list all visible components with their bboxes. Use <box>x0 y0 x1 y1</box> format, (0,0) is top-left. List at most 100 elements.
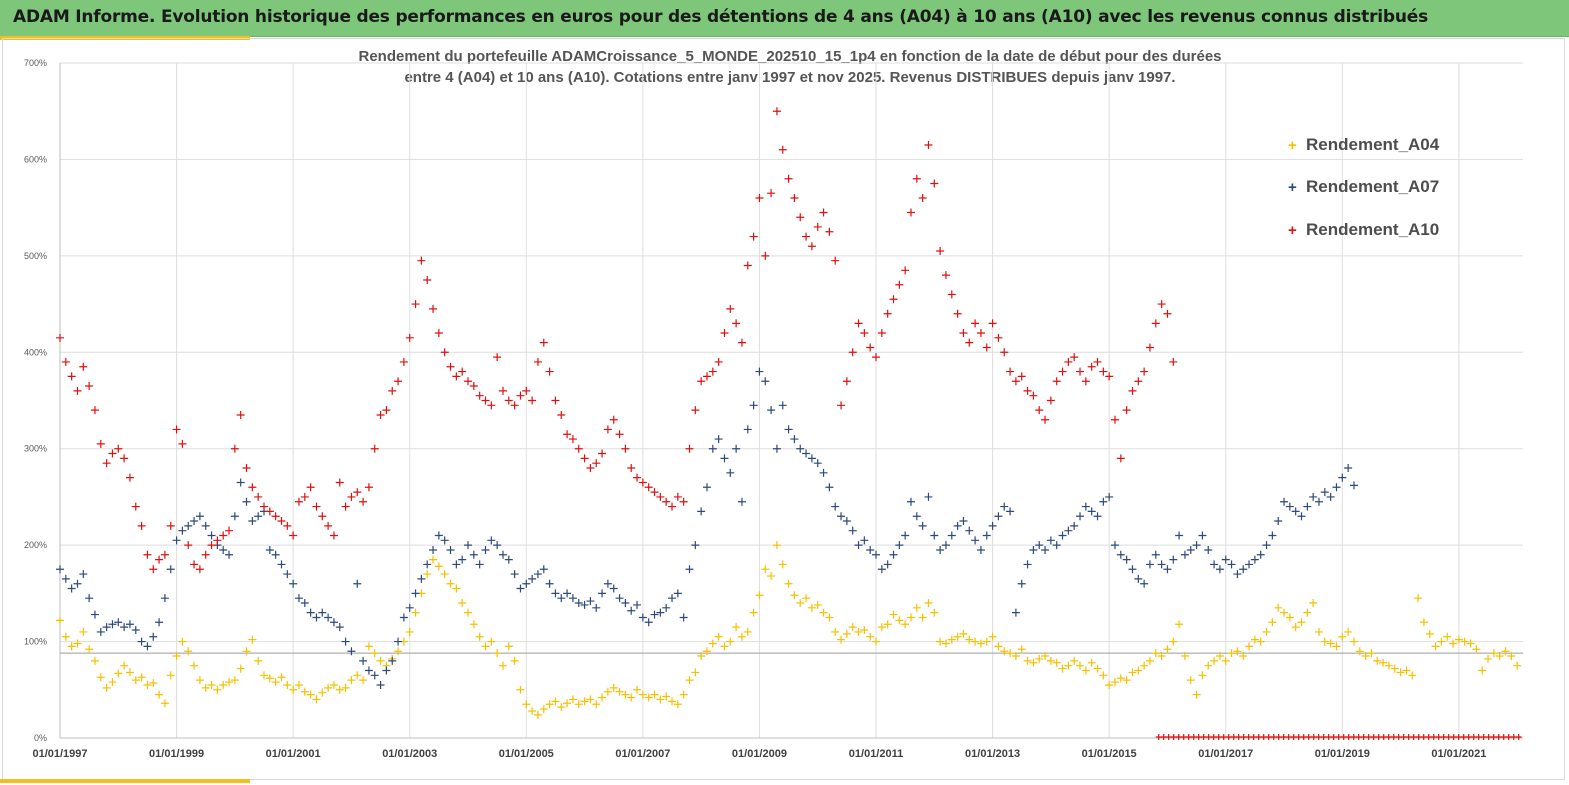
data-point-rendement-a04 <box>533 710 542 719</box>
data-point-rendement-a10 <box>924 140 933 149</box>
y-tick-label: 500% <box>24 251 47 261</box>
data-point-rendement-a04 <box>1058 664 1067 673</box>
data-point-rendement-a10 <box>755 194 764 202</box>
data-point-rendement-a07 <box>860 536 869 545</box>
data-point-rendement-a10 <box>289 531 298 540</box>
data-point-rendement-a10 <box>720 329 729 337</box>
data-point-rendement-a07 <box>551 589 560 598</box>
data-point-rendement-a10 <box>685 444 694 453</box>
data-point-rendement-a10 <box>889 295 898 304</box>
data-point-rendement-a10 <box>516 391 525 400</box>
data-point-rendement-a04 <box>1093 664 1102 673</box>
data-point-rendement-a04 <box>603 687 612 696</box>
data-point-rendement-a07 <box>318 608 327 617</box>
data-point-rendement-a07 <box>399 613 408 622</box>
data-point-rendement-a04 <box>708 639 717 648</box>
data-point-rendement-a07 <box>254 512 263 521</box>
data-point-rendement-a10 <box>1093 357 1102 366</box>
data-point-rendement-a04 <box>102 683 111 692</box>
data-point-rendement-a10 <box>195 565 204 574</box>
data-point-rendement-a04 <box>959 629 968 638</box>
data-point-rendement-a04 <box>1017 645 1026 654</box>
data-point-rendement-a07 <box>370 671 379 680</box>
data-point-rendement-a10 <box>172 425 181 434</box>
data-point-rendement-a10 <box>498 386 507 395</box>
data-point-rendement-a04 <box>149 679 158 688</box>
data-point-rendement-a10 <box>831 256 840 265</box>
data-point-rendement-a10 <box>941 271 950 280</box>
data-point-rendement-a04 <box>1344 627 1353 636</box>
data-point-rendement-a04 <box>1134 666 1143 675</box>
data-point-rendement-a04 <box>761 565 770 574</box>
data-point-rendement-a10 <box>691 406 700 415</box>
data-point-rendement-a04 <box>1349 637 1358 646</box>
data-point-rendement-a04 <box>1029 658 1038 667</box>
data-point-rendement-a07 <box>242 497 251 506</box>
data-point-rendement-a04 <box>1489 649 1498 658</box>
data-point-rendement-a10 <box>872 353 881 362</box>
data-point-rendement-a07 <box>644 618 653 627</box>
data-point-rendement-a10 <box>213 536 222 545</box>
data-point-rendement-a07 <box>726 468 735 477</box>
data-point-rendement-a07 <box>79 570 88 579</box>
data-point-rendement-a04 <box>877 623 886 632</box>
data-point-rendement-a04 <box>1227 649 1236 658</box>
legend-marker-a10: + <box>1288 222 1297 239</box>
data-point-rendement-a07 <box>207 531 216 540</box>
data-point-rendement-a04 <box>1245 642 1254 651</box>
legend-item-a04: + Rendement_A04 <box>1288 135 1439 155</box>
data-point-rendement-a04 <box>96 673 105 682</box>
data-point-rendement-a07 <box>1070 521 1079 530</box>
data-point-rendement-a10 <box>73 386 82 395</box>
data-point-rendement-a07 <box>469 550 478 559</box>
data-point-rendement-a07 <box>1297 512 1306 521</box>
data-point-rendement-a04 <box>901 620 910 629</box>
data-point-rendement-a04 <box>1000 647 1009 656</box>
baseline-marker <box>1515 734 1522 740</box>
data-point-rendement-a04 <box>1454 635 1463 644</box>
data-point-rendement-a07 <box>586 597 595 606</box>
data-point-rendement-a07 <box>1122 555 1131 564</box>
data-point-rendement-a04 <box>1390 664 1399 673</box>
data-point-rendement-a07 <box>219 545 228 554</box>
data-point-rendement-a07 <box>598 589 607 598</box>
data-point-rendement-a10 <box>930 179 939 188</box>
data-point-rendement-a07 <box>1349 481 1358 490</box>
data-point-rendement-a04 <box>539 705 548 714</box>
data-point-rendement-a10 <box>796 213 805 222</box>
data-point-rendement-a07 <box>1064 526 1073 535</box>
data-point-rendement-a04 <box>1437 637 1446 646</box>
data-point-rendement-a10 <box>528 396 537 405</box>
data-point-rendement-a04 <box>1361 652 1370 661</box>
data-point-rendement-a07 <box>1099 497 1108 506</box>
data-point-rendement-a07 <box>96 627 105 636</box>
data-point-rendement-a10 <box>662 497 671 506</box>
data-point-rendement-a10 <box>743 261 752 270</box>
data-point-rendement-a07 <box>522 579 531 588</box>
data-point-rendement-a04 <box>137 673 146 682</box>
data-point-rendement-a04 <box>842 629 851 638</box>
data-point-rendement-a10 <box>1052 377 1061 386</box>
data-point-rendement-a10 <box>802 232 811 241</box>
data-point-rendement-a04 <box>720 642 729 651</box>
data-point-rendement-a04 <box>1169 637 1178 646</box>
data-point-rendement-a04 <box>1460 637 1469 646</box>
data-point-rendement-a07 <box>883 560 892 569</box>
data-point-rendement-a07 <box>901 531 910 540</box>
data-point-rendement-a10 <box>376 410 385 419</box>
data-point-rendement-a07 <box>1332 483 1341 492</box>
data-point-rendement-a04 <box>1175 620 1184 629</box>
data-point-rendement-a10 <box>1029 391 1038 400</box>
data-point-rendement-a10 <box>749 232 758 241</box>
data-point-rendement-a07 <box>1233 570 1242 579</box>
data-point-rendement-a10 <box>650 488 659 497</box>
data-point-rendement-a10 <box>574 444 583 453</box>
data-point-rendement-a07 <box>807 454 816 463</box>
data-point-rendement-a07 <box>1227 560 1236 569</box>
data-point-rendement-a07 <box>627 606 636 615</box>
data-point-rendement-a07 <box>434 531 443 540</box>
data-point-rendement-a07 <box>429 545 438 554</box>
data-point-rendement-a07 <box>493 541 502 550</box>
data-point-rendement-a04 <box>1204 661 1213 670</box>
data-point-rendement-a10 <box>1017 372 1026 381</box>
